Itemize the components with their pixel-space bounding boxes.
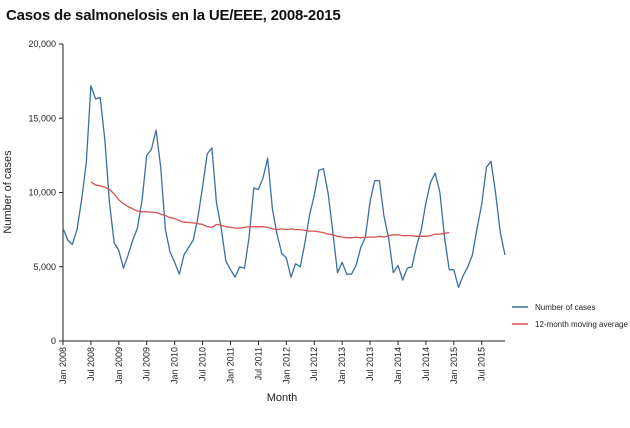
series-layer [62,84,506,289]
chart-title: Casos de salmonelosis en la UE/EEE, 2008… [6,7,341,24]
x-tick-label: Jan 2009 [114,347,124,384]
x-tick-label: Jan 2015 [449,347,459,384]
legend-entry: Number of cases [535,303,595,312]
series-line-number-of-cases [62,84,506,289]
legend-entry: 12-month moving average [535,320,628,329]
x-tick-label: Jul 2012 [309,347,319,381]
y-axis-label: Number of cases [2,150,14,234]
x-tick-label: Jul 2008 [86,347,96,381]
x-tick-label: Jan 2011 [225,347,235,383]
x-tick-label: Jul 2010 [198,347,208,381]
y-tick-label: 5,000 [33,262,56,272]
y-axis: 0 5,000 10,000 15,000 20,000 [28,39,64,346]
x-tick-label: Jan 2012 [281,347,291,384]
x-axis: Jan 2008 Jul 2008 Jan 2009 Jul 2009 Jan 2010… [58,340,505,384]
x-axis-label: Month [267,392,298,404]
series-line-moving-average [90,181,450,239]
x-tick-label: Jan 2013 [337,347,347,384]
x-tick-label: Jan 2008 [58,347,68,384]
legend: Number of cases 12-month moving average [512,303,628,329]
y-tick-label: 15,000 [28,113,56,123]
y-tick-label: 10,000 [28,188,56,198]
x-tick-label: Jul 2013 [365,347,375,381]
x-tick-label: Jul 2011 [253,347,263,380]
x-tick-label: Jul 2009 [142,347,152,381]
y-tick-label: 20,000 [28,39,56,49]
y-tick-label: 0 [51,336,56,346]
x-tick-label: Jul 2015 [477,347,487,381]
x-tick-label: Jan 2014 [393,347,403,384]
x-tick-label: Jan 2010 [170,347,180,384]
x-tick-label: Jul 2014 [421,347,431,381]
